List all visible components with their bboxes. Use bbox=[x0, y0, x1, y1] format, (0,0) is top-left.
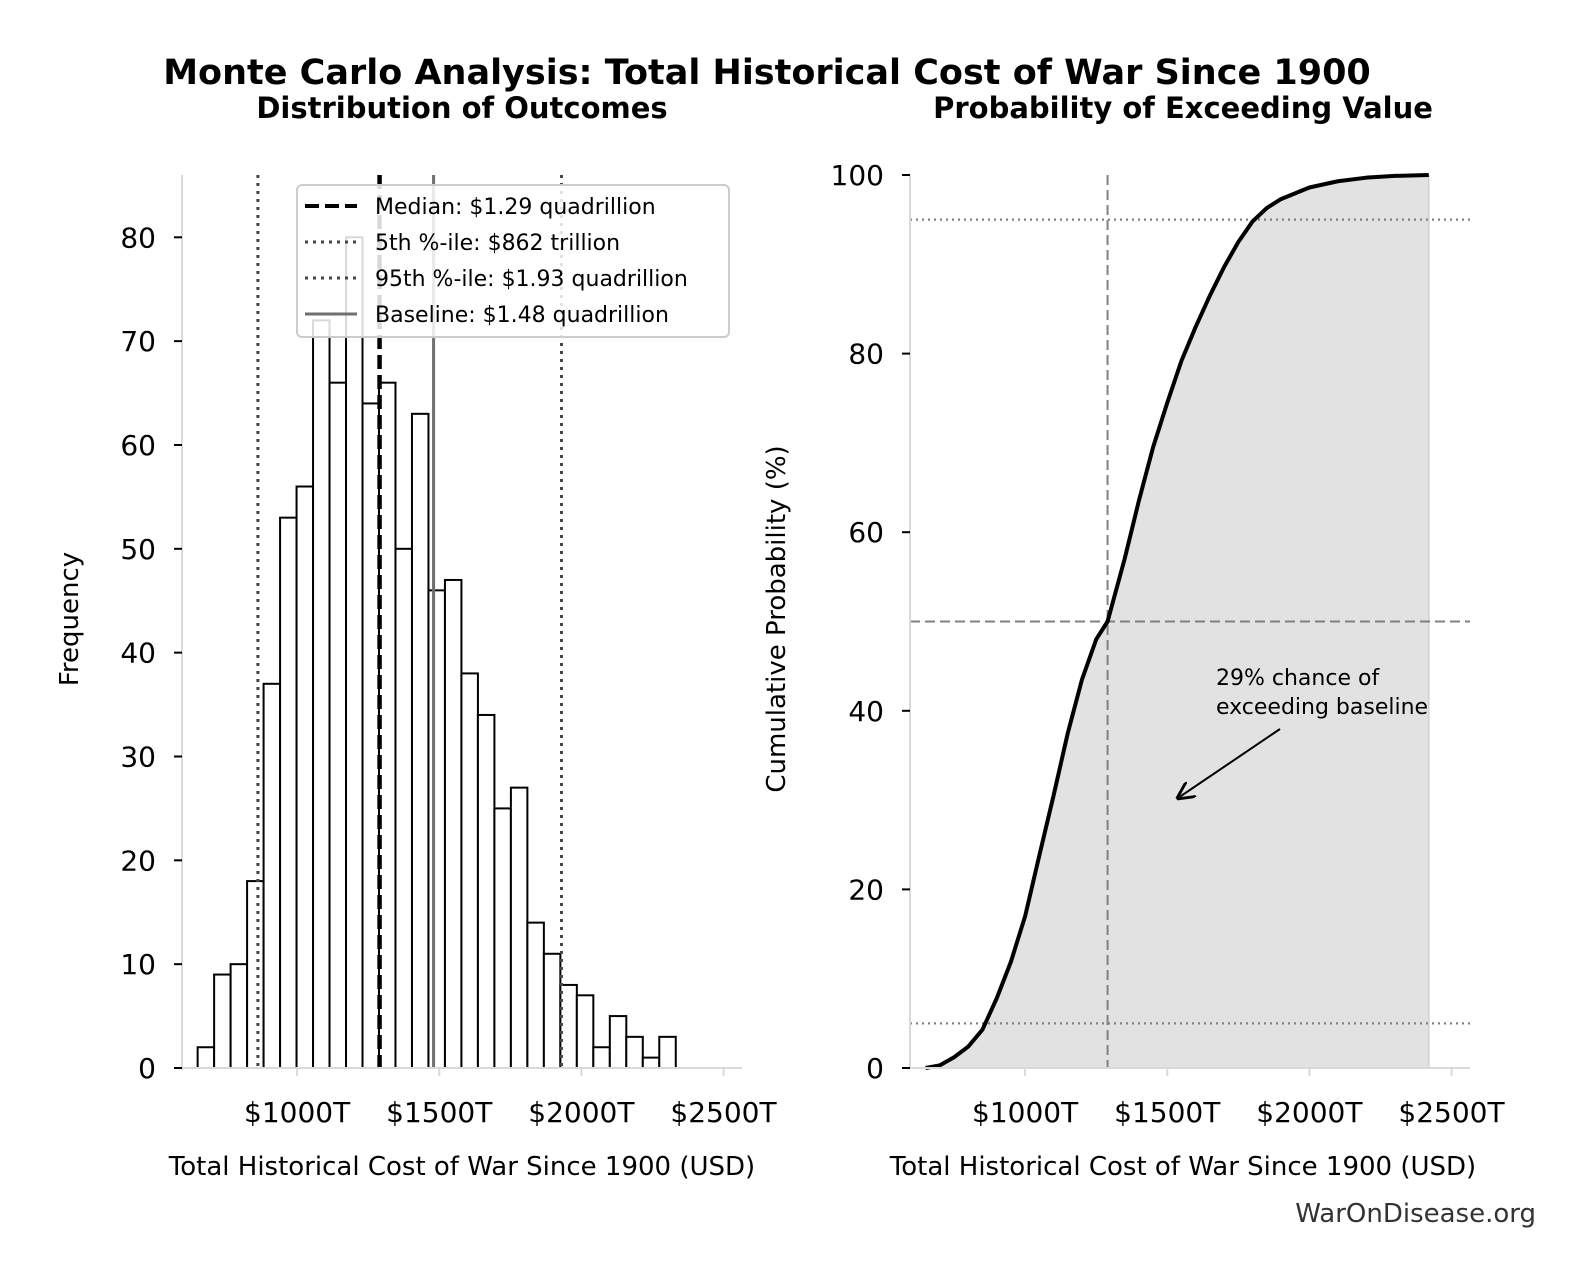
legend-label-median: Median: $1.29 quadrillion bbox=[375, 195, 656, 220]
cdf-x-tick-label: $2000T bbox=[1256, 1096, 1363, 1129]
annotation-arrow bbox=[1178, 728, 1281, 798]
histogram-x-tick-label: $2500T bbox=[670, 1096, 777, 1129]
annotation-text-line-1: 29% chance of bbox=[1216, 666, 1380, 691]
histogram-x-tick-label: $1500T bbox=[386, 1096, 493, 1129]
footer-watermark: WarOnDisease.org bbox=[1295, 1199, 1536, 1229]
histogram-bar bbox=[625, 1035, 644, 1070]
histogram-y-tick-label: 20 bbox=[120, 844, 156, 877]
histogram-bar bbox=[443, 578, 463, 1069]
histogram-bar bbox=[641, 1056, 661, 1070]
histogram-bar bbox=[575, 994, 595, 1070]
histogram-bar bbox=[592, 1046, 611, 1069]
histogram-bar bbox=[526, 921, 545, 1070]
cdf-line bbox=[925, 173, 1429, 1070]
cdf-x-axis-label: Total Historical Cost of War Since 1900 … bbox=[889, 1152, 1476, 1182]
histogram-bar bbox=[345, 236, 364, 1070]
histogram-bar bbox=[427, 589, 446, 1069]
cdf-subtitle: Probability of Exceeding Value bbox=[933, 91, 1433, 125]
histogram-bar bbox=[493, 807, 512, 1069]
histogram-y-tick-label: 10 bbox=[120, 948, 156, 981]
histogram-bar bbox=[542, 952, 562, 1069]
histogram-y-tick-label: 80 bbox=[120, 221, 156, 254]
histogram-bar bbox=[246, 880, 265, 1069]
histogram-bar bbox=[312, 319, 331, 1070]
annotation-text-line-2: exceeding baseline bbox=[1216, 695, 1428, 720]
histogram-legend: Median: $1.29 quadrillion 5th %-ile: $86… bbox=[296, 184, 730, 338]
cdf-x-tick-label: $1500T bbox=[1114, 1096, 1221, 1129]
figure-title: Monte Carlo Analysis: Total Historical C… bbox=[163, 53, 1371, 93]
histogram-y-tick-label: 30 bbox=[120, 740, 156, 773]
histogram-y-tick-label: 70 bbox=[120, 325, 156, 358]
histogram-bar bbox=[361, 402, 380, 1070]
histogram-bar bbox=[229, 963, 249, 1069]
cdf-y-tick-label: 0 bbox=[866, 1052, 884, 1085]
histogram-bar bbox=[394, 547, 413, 1069]
histogram-bar bbox=[295, 485, 315, 1069]
histogram-bar bbox=[460, 672, 479, 1069]
histogram-x-tick-label: $2000T bbox=[528, 1096, 635, 1129]
cdf-plot-area bbox=[910, 173, 1470, 1070]
histogram-chart: Distribution of Outcomes 0 10 20 30 40 50 60 70… bbox=[55, 91, 778, 1182]
histogram-x-tick-label: $1000T bbox=[244, 1096, 351, 1129]
histogram-axes: 0 10 20 30 40 50 60 70 80 $1000T $1500T $2000T $2500… bbox=[120, 175, 778, 1129]
cdf-x-tick-label: $2500T bbox=[1398, 1096, 1505, 1129]
legend-label-baseline: Baseline: $1.48 quadrillion bbox=[375, 303, 669, 328]
cumulative-probability-chart: Probability of Exceeding Value 0 20 40 60 80… bbox=[762, 91, 1506, 1182]
histogram-bar bbox=[262, 682, 282, 1069]
histogram-bars bbox=[196, 236, 677, 1070]
cdf-y-tick-label: 60 bbox=[848, 516, 884, 549]
legend-label-95th: 95th %-ile: $1.93 quadrillion bbox=[375, 267, 688, 292]
cdf-y-tick-label: 40 bbox=[848, 695, 884, 728]
legend-box bbox=[296, 184, 730, 338]
histogram-x-axis-label: Total Historical Cost of War Since 1900 … bbox=[168, 1152, 755, 1182]
cdf-y-tick-label: 100 bbox=[831, 159, 884, 192]
cdf-axes: 0 20 40 60 80 100 $1000T $1500T $2000T $2500T bbox=[831, 159, 1506, 1129]
histogram-y-tick-label: 40 bbox=[120, 637, 156, 670]
histogram-y-axis-label: Frequency bbox=[55, 552, 85, 686]
histogram-y-tick-label: 0 bbox=[138, 1052, 156, 1085]
cdf-y-axis-label: Cumulative Probability (%) bbox=[762, 445, 792, 792]
histogram-bar bbox=[410, 412, 430, 1070]
histogram-bar bbox=[213, 973, 232, 1069]
histogram-bar bbox=[328, 381, 348, 1069]
histogram-bar bbox=[196, 1046, 216, 1069]
histogram-subtitle: Distribution of Outcomes bbox=[256, 91, 667, 125]
cdf-fill-area bbox=[925, 175, 1429, 1068]
histogram-y-tick-label: 60 bbox=[120, 429, 156, 462]
legend-label-5th: 5th %-ile: $862 trillion bbox=[375, 231, 620, 256]
histogram-bar bbox=[509, 786, 529, 1069]
histogram-bar bbox=[608, 1015, 628, 1070]
cdf-y-tick-label: 80 bbox=[848, 338, 884, 371]
histogram-bar bbox=[279, 516, 298, 1069]
histogram-bar bbox=[658, 1035, 677, 1070]
cdf-x-tick-label: $1000T bbox=[972, 1096, 1079, 1129]
histogram-y-tick-label: 50 bbox=[120, 533, 156, 566]
cdf-y-tick-label: 20 bbox=[848, 873, 884, 906]
histogram-bar bbox=[476, 713, 496, 1069]
